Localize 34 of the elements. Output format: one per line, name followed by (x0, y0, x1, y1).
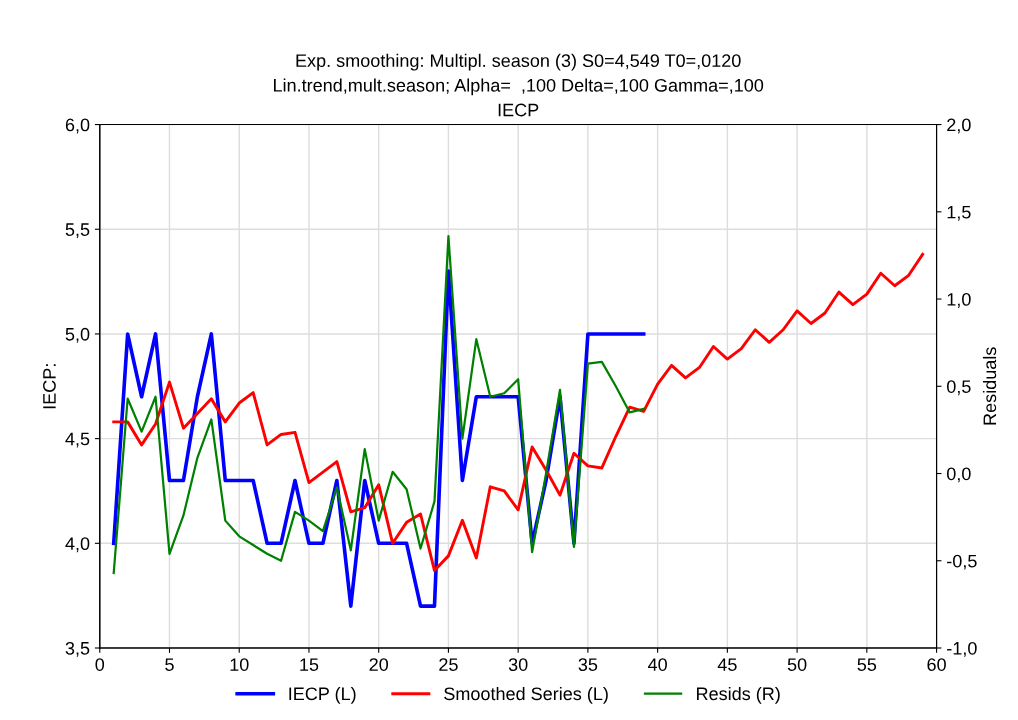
x-tick-label: 0 (95, 658, 105, 671)
y-tick-label: 5,0 (65, 327, 90, 343)
x-tick-label: 45 (717, 658, 737, 671)
y2-tick-label: 1,5 (947, 205, 971, 221)
x-tick-label: 20 (369, 658, 389, 671)
y-tick-label: 3,5 (65, 641, 90, 657)
y-tick-label: 6,0 (65, 118, 90, 134)
legend-label: IECP (L) (289, 686, 356, 704)
x-tick-label: 35 (578, 658, 598, 671)
x-tick-label: 60 (927, 658, 946, 671)
x-tick-label: 40 (648, 658, 667, 671)
y2-axis-title: Residuals (982, 347, 997, 425)
x-tick-label: 50 (787, 658, 807, 671)
line-series (112, 252, 925, 572)
chart-title: Exp. smoothing: Multipl. season (3) S0=4,549 T0=,0120 Lin.trend,mult.season; Alpha= ,100 Delta=,100 Gamma=,100 IECP (273, 53, 764, 117)
x-tick-label: 30 (508, 658, 528, 671)
legend-label: Smoothed Series (L) (444, 686, 608, 704)
y2-tick-label: -0,5 (947, 554, 977, 570)
y2-tick-label: -1,0 (947, 641, 977, 657)
y2-tick-label: 0,0 (946, 467, 971, 483)
y-axis-title: IECP: (43, 364, 56, 409)
y2-tick-label: 2,0 (947, 118, 971, 134)
y-tick-label: 4,5 (65, 432, 90, 448)
line-series (112, 235, 645, 575)
legend-label: Resids (R) (697, 686, 780, 704)
x-tick-label: 15 (300, 658, 319, 671)
x-tick-label: 10 (230, 658, 249, 671)
x-tick-label: 25 (439, 658, 458, 671)
x-tick-label: 5 (165, 658, 174, 671)
y2-tick-label: 1,0 (947, 292, 971, 308)
x-tick-label: 55 (857, 658, 877, 671)
y-tick-label: 5,5 (65, 223, 90, 239)
y2-tick-label: 0,5 (946, 380, 971, 396)
y-tick-label: 4,0 (65, 537, 90, 553)
